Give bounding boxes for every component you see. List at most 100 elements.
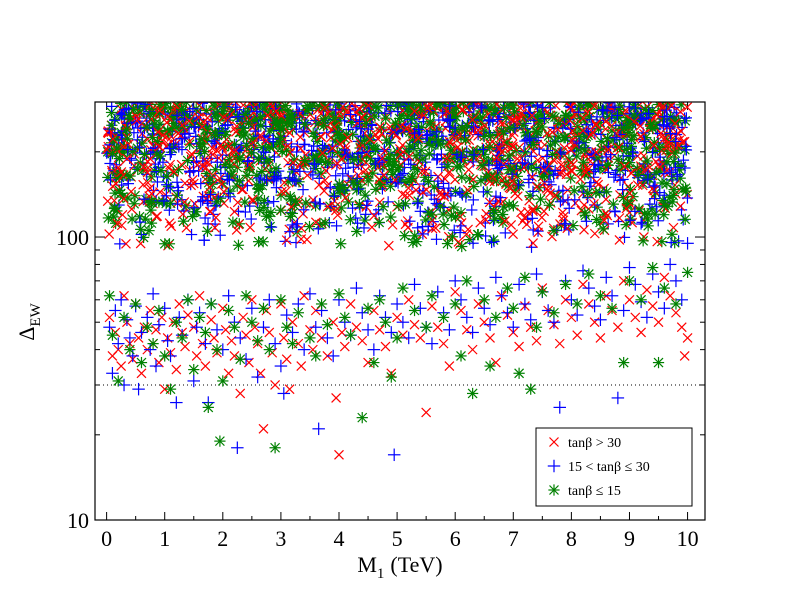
band-point (414, 102, 427, 114)
series-point-2 (501, 282, 514, 294)
series-point-2 (525, 383, 537, 395)
band-point (619, 108, 630, 119)
series-point-0 (194, 290, 205, 301)
series-point-0 (238, 312, 249, 323)
band-point (617, 191, 630, 204)
series-point-0 (345, 299, 356, 309)
band-point (335, 238, 347, 250)
band-point (299, 118, 311, 130)
band-point (387, 160, 399, 172)
series-point-2 (202, 401, 214, 414)
series-point-1 (326, 349, 340, 363)
band-point (593, 179, 604, 190)
series-point-2 (681, 266, 694, 278)
series-point-0 (351, 322, 362, 333)
band-point (198, 234, 210, 246)
band-point (392, 102, 405, 111)
series-point-2 (652, 356, 665, 369)
band-point (303, 220, 316, 233)
band-point (241, 169, 253, 181)
series-point-2 (193, 311, 206, 324)
band-point (102, 212, 114, 224)
band-point (580, 215, 593, 227)
band-point (314, 198, 326, 210)
series-point-1 (640, 311, 654, 324)
band-point (536, 212, 547, 223)
band-point (505, 163, 517, 176)
band-point (163, 163, 174, 173)
series-point-2 (275, 294, 287, 306)
y-axis-label: ΔEW (14, 302, 44, 340)
band-point (285, 110, 297, 122)
band-point (517, 119, 529, 132)
band-point (579, 207, 591, 219)
band-point (612, 111, 625, 124)
band-point (328, 112, 340, 124)
x-tick-label: 7 (508, 526, 519, 551)
band-point (484, 141, 496, 154)
series-point-1 (512, 278, 526, 291)
band-point (575, 112, 587, 124)
band-point (238, 130, 250, 142)
band-point (330, 220, 343, 232)
series-point-1 (312, 422, 325, 436)
band-point (675, 201, 686, 212)
series-point-2 (205, 298, 217, 310)
band-point (275, 204, 287, 216)
series-point-2 (548, 307, 560, 319)
band-point (448, 201, 460, 213)
series-point-0 (589, 317, 600, 328)
series-point-0 (296, 361, 307, 371)
band-point (281, 117, 293, 129)
band-point (108, 202, 121, 215)
series-point-0 (235, 388, 246, 399)
band-point (650, 167, 662, 179)
series-point-0 (636, 327, 647, 338)
band-point (147, 184, 160, 197)
series-point-2 (176, 332, 188, 344)
series-point-1 (111, 337, 125, 350)
band-point (426, 209, 438, 221)
band-point (499, 227, 511, 239)
band-point (574, 130, 586, 143)
band-point (574, 102, 586, 111)
series-point-2 (106, 329, 119, 341)
band-point (679, 162, 691, 174)
band-point (290, 102, 303, 110)
series-point-0 (415, 332, 426, 343)
series-point-2 (362, 302, 374, 314)
series-point-0 (357, 335, 368, 346)
series-point-1 (199, 337, 212, 350)
band-point (165, 197, 177, 209)
band-point (638, 232, 649, 242)
series-point-1 (599, 271, 613, 284)
band-point (369, 110, 381, 122)
band-point (245, 147, 258, 159)
series-point-0 (665, 290, 676, 301)
x-tick-label: 10 (677, 526, 699, 551)
series-point-0 (554, 338, 565, 349)
series-point-0 (403, 294, 414, 305)
band-point (268, 102, 281, 109)
band-point (463, 164, 474, 175)
series-point-1 (460, 311, 474, 324)
band-point (402, 102, 415, 114)
band-point (211, 196, 223, 208)
band-point (476, 160, 488, 172)
band-point (503, 199, 515, 211)
band-point (472, 228, 484, 241)
band-point (239, 206, 252, 218)
band-point (151, 176, 164, 188)
series-point-2 (188, 363, 200, 376)
band-point (252, 236, 265, 248)
band-point (559, 132, 571, 144)
series-point-2 (356, 412, 368, 424)
band-point (205, 152, 217, 164)
band-point (448, 224, 460, 236)
legend-label-1: 15 < tanβ ≤ 30 (568, 460, 650, 475)
band-point (666, 228, 678, 240)
band-point (631, 163, 643, 175)
band-point (387, 219, 398, 230)
band-point (245, 213, 257, 225)
series-point-2 (214, 435, 226, 447)
